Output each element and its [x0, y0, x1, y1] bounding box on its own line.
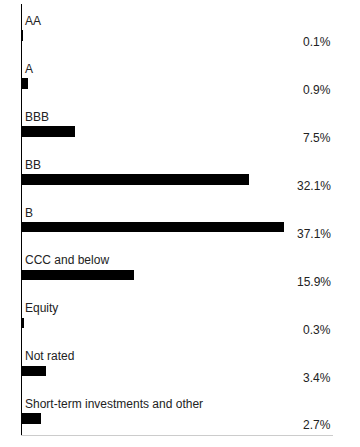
svg-text:37.1%: 37.1% [297, 227, 331, 241]
svg-text:A: A [25, 62, 33, 76]
svg-text:15.9%: 15.9% [297, 275, 331, 289]
svg-text:B: B [25, 206, 33, 220]
svg-text:Short-term investments and oth: Short-term investments and other [25, 397, 203, 411]
svg-text:BBB: BBB [25, 110, 49, 124]
svg-text:0.9%: 0.9% [303, 83, 331, 97]
svg-text:3.4%: 3.4% [303, 371, 331, 385]
svg-text:7.5%: 7.5% [303, 131, 331, 145]
svg-text:CCC and below: CCC and below [25, 253, 109, 267]
svg-text:0.1%: 0.1% [303, 35, 331, 49]
svg-text:0.3%: 0.3% [303, 323, 331, 337]
svg-text:AA: AA [25, 14, 41, 28]
svg-text:BB: BB [25, 158, 41, 172]
svg-text:Not rated: Not rated [25, 349, 74, 363]
svg-text:32.1%: 32.1% [297, 179, 331, 193]
svg-text:Equity: Equity [25, 301, 58, 315]
svg-text:2.7%: 2.7% [303, 418, 331, 432]
